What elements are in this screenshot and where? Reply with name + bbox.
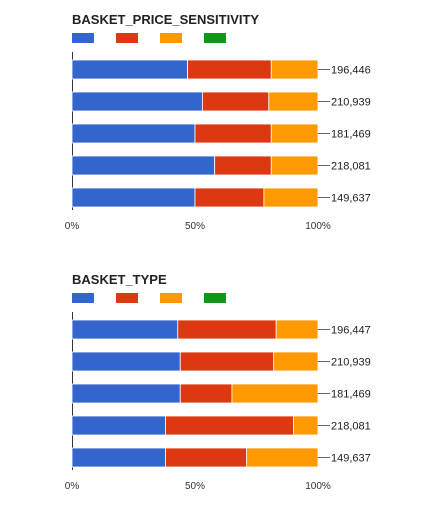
x-tick-label: 100% (305, 481, 331, 492)
bar-segment (194, 123, 272, 144)
total-label: 196,446 (331, 65, 371, 77)
bar-segment (71, 187, 196, 208)
bar-segment (273, 351, 319, 372)
bar-segment (270, 59, 319, 80)
total-label: 210,939 (331, 357, 371, 369)
x-tick-label: 0% (65, 481, 80, 492)
bar-segment (275, 319, 319, 340)
bar-segment (268, 91, 319, 112)
total-label: 218,081 (331, 421, 371, 433)
bar-segment (292, 415, 319, 436)
total-label: 181,469 (331, 389, 371, 401)
bar-segment (71, 415, 166, 436)
total-label: 149,637 (331, 453, 371, 465)
x-tick-label: 50% (185, 221, 205, 232)
bar-segment (71, 383, 181, 404)
bar-segment (177, 319, 277, 340)
bar-segment (194, 187, 265, 208)
legend-swatch (116, 33, 138, 43)
x-tick-label: 100% (305, 221, 331, 232)
total-label: 196,447 (331, 325, 371, 337)
chart-title: BASKET_TYPE (72, 272, 167, 287)
bar-segment (71, 447, 166, 468)
bar-segment (165, 415, 294, 436)
chart-svg-price-sensitivity: 196,446 210,939 181,469 218,081 149,637 0% 50%… (65, 33, 371, 232)
legend-swatch (160, 293, 182, 303)
legend-swatch (116, 293, 138, 303)
legend-swatch (204, 293, 226, 303)
bar-segment (246, 447, 319, 468)
bar-segment (270, 123, 319, 144)
bar-segment (270, 155, 319, 176)
bar-segment (71, 123, 196, 144)
bar-segment (231, 383, 319, 404)
chart-svg-basket-type: 196,447 210,939 181,469 218,081 149,637 0% 50%… (65, 293, 371, 492)
bar-segment (214, 155, 272, 176)
total-label: 149,637 (331, 193, 371, 205)
total-label: 181,469 (331, 129, 371, 141)
bar-segment (179, 351, 275, 372)
legend-swatch (204, 33, 226, 43)
bar-segment (71, 91, 203, 112)
legend-swatch (72, 293, 94, 303)
bar-segment (165, 447, 248, 468)
x-tick-label: 50% (185, 481, 205, 492)
bar-segment (71, 319, 179, 340)
bar-segment (201, 91, 270, 112)
legend-swatch (72, 33, 94, 43)
bar-segment (71, 59, 189, 80)
legend-swatch (160, 33, 182, 43)
x-tick-label: 0% (65, 221, 80, 232)
total-label: 218,081 (331, 161, 371, 173)
bar-segment (71, 351, 181, 372)
chart-title: BASKET_PRICE_SENSITIVITY (72, 12, 260, 27)
bar-segment (263, 187, 319, 208)
bar-segment (179, 383, 233, 404)
bar-segment (71, 155, 216, 176)
total-label: 210,939 (331, 97, 371, 109)
bar-segment (187, 59, 272, 80)
chart-panel-price-sensitivity: BASKET_PRICE_SENSITIVITY 196,446 210,939 1… (65, 12, 371, 232)
chart-panel-basket-type: BASKET_TYPE 196,447 210,939 181,469 218,081… (0, 260, 431, 520)
